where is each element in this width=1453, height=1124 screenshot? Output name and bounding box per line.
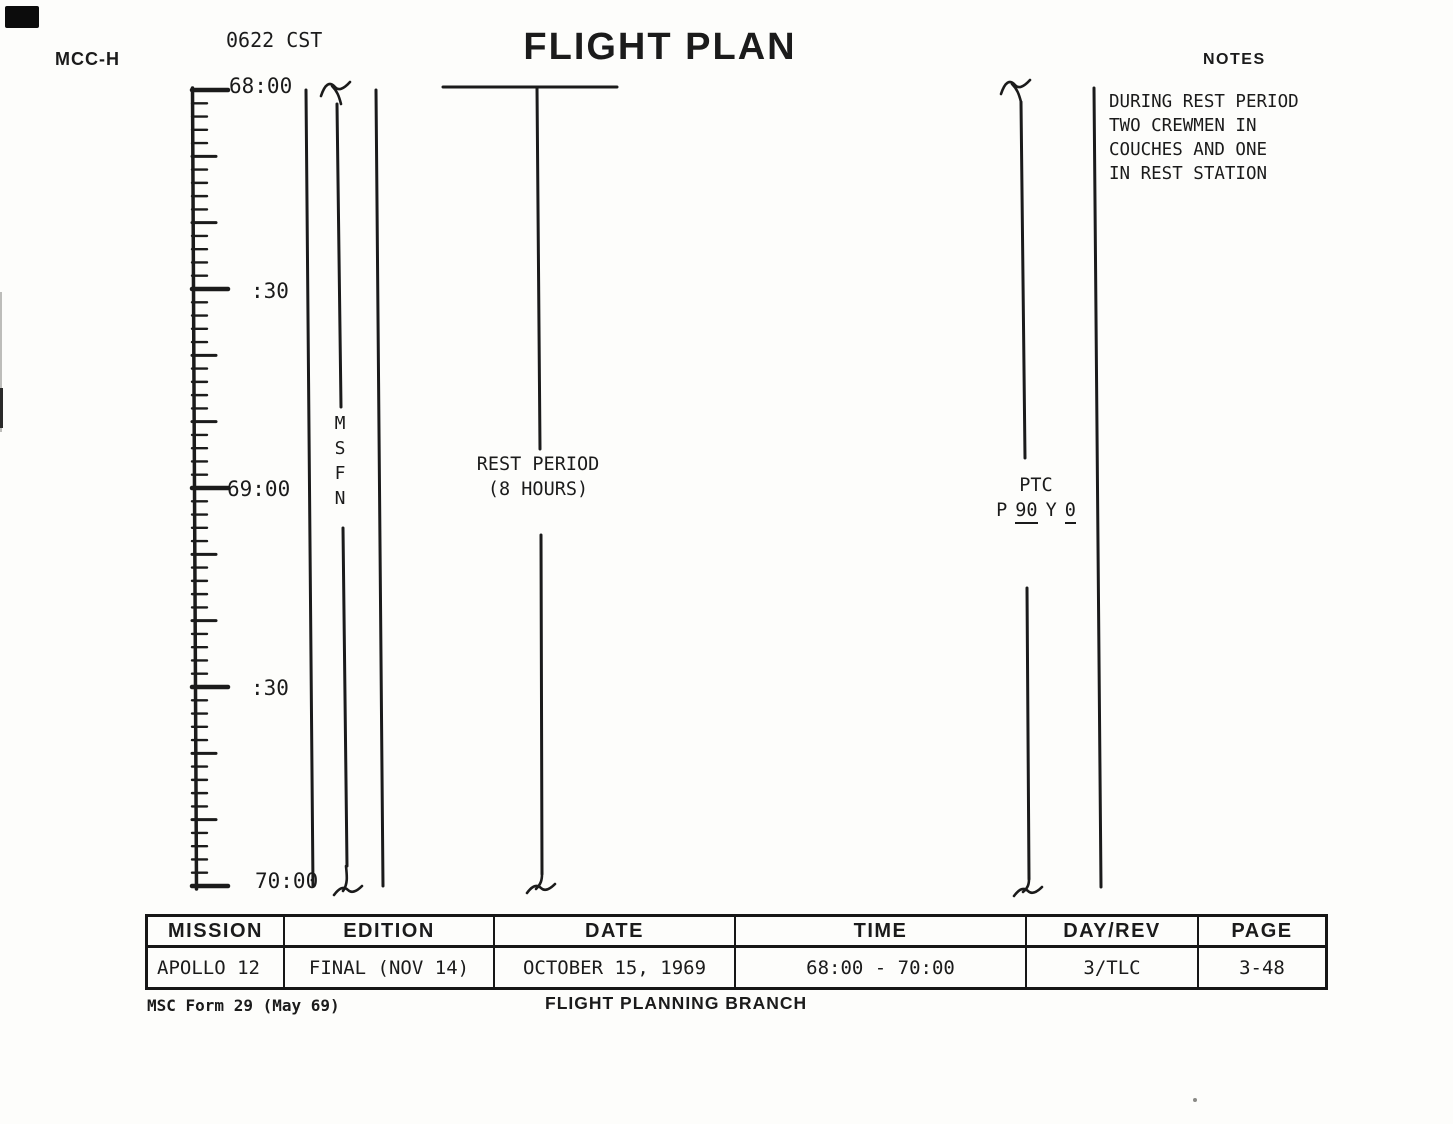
ptc-pitch-value: 90: [1015, 500, 1038, 524]
tick-label-70-00: 70:00: [255, 869, 319, 893]
ptc-yaw-label: Y: [1045, 500, 1057, 521]
scan-artifact-left-edge: [0, 292, 2, 432]
scan-artifact-corner: [5, 6, 39, 28]
form-number-label: MSC Form 29 (May 69): [147, 996, 340, 1015]
table-header-edition: EDITION: [285, 917, 495, 948]
tick-label-69-00: 69:00: [227, 477, 291, 501]
station-label: MCC-H: [55, 49, 120, 69]
rest-period-line1: REST PERIOD: [476, 454, 600, 475]
ptc-attitude: P 90 Y 0: [956, 498, 1116, 524]
ptc-line-upper: [1019, 100, 1027, 460]
mission-data-table: MISSION EDITION DATE TIME DAY/REV PAGE A…: [145, 914, 1328, 990]
scan-artifact-dot: [1193, 1098, 1197, 1102]
notes-line: COUCHES AND ONE: [1109, 140, 1268, 160]
table-cell-time: 68:00 - 70:00: [736, 948, 1027, 987]
ptc-title: PTC: [1019, 475, 1053, 496]
msfn-line-upper: [335, 102, 343, 409]
notes-line: TWO CREWMEN IN: [1109, 116, 1257, 136]
ptc-line-lower: [1025, 586, 1031, 881]
ptc-yaw-value: 0: [1064, 500, 1076, 524]
table-cell-dayrev: 3/TLC: [1027, 948, 1199, 987]
notes-column-line: [1092, 86, 1103, 889]
notes-line: IN REST STATION: [1109, 164, 1268, 184]
time-ruler-ticks: [189, 87, 231, 889]
rest-period-line-upper: [535, 85, 542, 451]
table-header-time: TIME: [736, 917, 1027, 948]
rest-period-annotation: REST PERIOD (8 HOURS): [438, 452, 638, 502]
tick-label-68-00: 68:00: [229, 74, 293, 98]
branch-label: FLIGHT PLANNING BRANCH: [545, 993, 808, 1013]
table-header-dayrev: DAY/REV: [1027, 917, 1199, 948]
table-cell-page: 3-48: [1239, 956, 1285, 979]
rest-period-line2: (8 HOURS): [487, 479, 589, 500]
msfn-letter: N: [334, 488, 346, 509]
ptc-annotation: PTC P 90 Y 0: [956, 473, 1116, 524]
continuation-squiggle-rest-bottom: [525, 872, 557, 895]
table-header-date: DATE: [495, 917, 736, 948]
tick-label-69-30: :30: [251, 676, 289, 700]
activity-line-left: [304, 88, 315, 888]
msfn-label: M S F N: [331, 411, 349, 511]
table-header-page: PAGE: [1199, 917, 1325, 948]
notes-header: NOTES: [1203, 51, 1266, 68]
continuation-squiggle-ptc-top: [999, 78, 1032, 104]
table-cell-mission: APOLLO 12: [148, 948, 285, 987]
table-cell-date: OCTOBER 15, 1969: [495, 948, 736, 987]
ptc-pitch-label: P: [996, 500, 1008, 521]
continuation-squiggle-msfn-bottom: [332, 864, 364, 897]
scan-artifact-left-dash: [0, 388, 3, 428]
continuation-squiggle-ptc-bottom: [1012, 877, 1044, 898]
msfn-line-lower: [341, 526, 349, 868]
tick-label-68-30: :30: [251, 279, 289, 303]
msfn-letter: F: [334, 463, 346, 484]
activity-line-right: [374, 88, 385, 888]
msfn-letter: M: [334, 413, 346, 434]
table-header-mission: MISSION: [148, 917, 285, 948]
notes-text: DURING REST PERIOD TWO CREWMEN IN COUCHE…: [1109, 90, 1299, 186]
continuation-squiggle-msfn-top: [319, 80, 352, 106]
table-cell-edition: FINAL (NOV 14): [285, 948, 495, 987]
rest-period-line-lower: [539, 533, 544, 876]
page-title: FLIGHT PLAN: [523, 26, 797, 68]
notes-line: DURING REST PERIOD: [1109, 92, 1299, 112]
cst-time-label: 0622 CST: [226, 28, 323, 52]
msfn-letter: S: [334, 438, 346, 459]
